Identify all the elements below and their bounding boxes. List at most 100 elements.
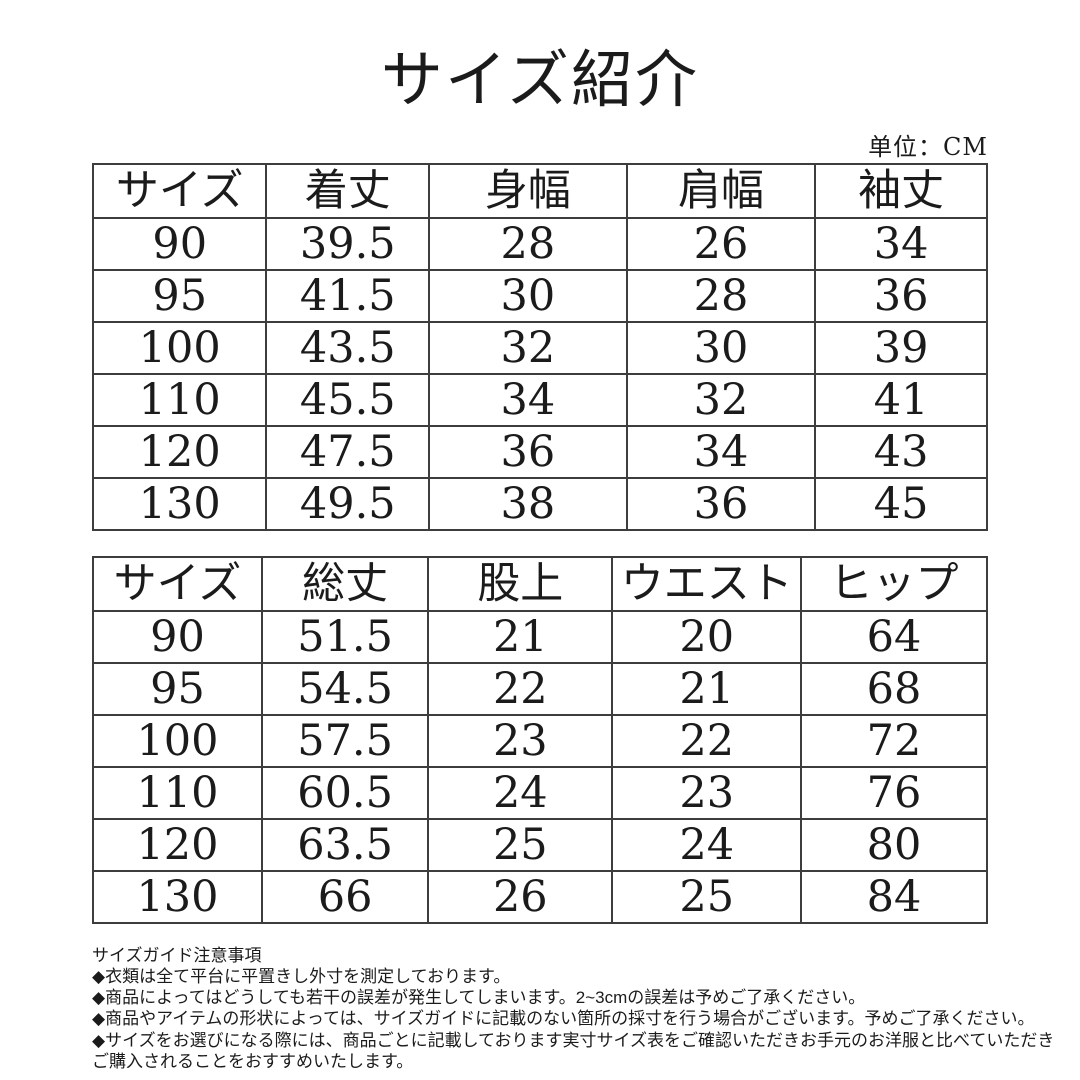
table-cell: 90 [92, 610, 263, 665]
table-cell: 80 [800, 818, 988, 873]
table-cell: 38 [428, 477, 628, 532]
table-cell: 28 [625, 269, 817, 324]
table-cell: 25 [427, 818, 614, 873]
table-cell: 45.5 [265, 373, 431, 428]
table-cell: 23 [427, 714, 614, 769]
table-cell: 34 [625, 425, 817, 480]
table-cell: 84 [800, 870, 988, 925]
table-cell: 41.5 [265, 269, 431, 324]
table-cell: 45 [814, 477, 988, 532]
table-cell: 43.5 [265, 321, 431, 376]
column-header: 肩幅 [625, 163, 817, 220]
table-cell: 32 [428, 321, 628, 376]
bottoms-size-table: サイズ 総丈 股上 ウエスト ヒップ 90 51.5 21 20 64 95 54.5 22 21 68 1… [92, 556, 988, 925]
table-cell: 36 [625, 477, 817, 532]
column-header: サイズ [91, 163, 268, 220]
column-header: サイズ [92, 556, 263, 613]
table-cell: 21 [611, 662, 803, 717]
table-row: 110 60.5 24 23 76 [92, 766, 988, 821]
table-row: 100 43.5 32 30 39 [91, 321, 988, 376]
table-row: 120 47.5 36 34 43 [91, 425, 988, 480]
table-row: 100 57.5 23 22 72 [92, 714, 988, 769]
column-header: 身幅 [428, 163, 628, 220]
bottoms-table-header: サイズ 総丈 股上 ウエスト ヒップ [92, 556, 988, 613]
table-cell: 43 [814, 425, 988, 480]
table-cell: 66 [260, 870, 430, 925]
table-cell: 24 [427, 766, 614, 821]
tops-table-body: 90 39.5 28 26 34 95 41.5 30 28 36 100 43.5 32 30 39 110… [91, 217, 988, 532]
table-cell: 36 [814, 269, 988, 324]
table-cell: 25 [611, 870, 803, 925]
table-row: 95 41.5 30 28 36 [91, 269, 988, 324]
table-cell: 20 [611, 610, 803, 665]
tops-table-header: サイズ 着丈 身幅 肩幅 袖丈 [91, 163, 988, 220]
column-header: ウエスト [611, 556, 803, 613]
table-cell: 49.5 [265, 477, 431, 532]
table-cell: 54.5 [260, 662, 430, 717]
table-cell: 63.5 [260, 818, 430, 873]
column-header: 着丈 [265, 163, 431, 220]
table-cell: 110 [92, 766, 263, 821]
table-cell: 26 [427, 870, 614, 925]
table-cell: 41 [814, 373, 988, 428]
unit-label: 单位：CM [868, 133, 988, 162]
table-cell: 23 [611, 766, 803, 821]
table-row: 90 51.5 21 20 64 [92, 610, 988, 665]
table-cell: 32 [625, 373, 817, 428]
table-row: 130 66 26 25 84 [92, 870, 988, 925]
table-gap [92, 531, 988, 556]
bottoms-table-body: 90 51.5 21 20 64 95 54.5 22 21 68 100 57.5 23 22 72 110… [92, 610, 988, 925]
table-cell: 24 [611, 818, 803, 873]
table-cell: 64 [800, 610, 988, 665]
table-cell: 95 [91, 269, 268, 324]
table-row: 120 63.5 25 24 80 [92, 818, 988, 873]
table-cell: 100 [91, 321, 268, 376]
table-row: 130 49.5 38 36 45 [91, 477, 988, 532]
table-cell: 34 [428, 373, 628, 428]
column-header: 股上 [427, 556, 614, 613]
table-cell: 30 [625, 321, 817, 376]
table-cell: 26 [625, 217, 817, 272]
table-cell: 60.5 [260, 766, 430, 821]
note-item: ◆サイズをお選びになる際には、商品ごとに記載しております実寸サイズ表をご確認いた… [92, 1030, 1055, 1071]
table-cell: 110 [91, 373, 268, 428]
table-cell: 76 [800, 766, 988, 821]
table-cell: 120 [91, 425, 268, 480]
column-header: 総丈 [260, 556, 430, 613]
content-area: 单位：CM サイズ 着丈 身幅 肩幅 袖丈 90 39.5 28 26 34 95 41.5 30 28… [91, 127, 988, 925]
table-cell: 34 [814, 217, 988, 272]
header-row: サイズ 総丈 股上 ウエスト ヒップ [92, 556, 988, 613]
header-row: サイズ 着丈 身幅 肩幅 袖丈 [91, 163, 988, 220]
table-cell: 22 [427, 662, 614, 717]
table-cell: 95 [92, 662, 263, 717]
note-item: ◆衣類は全て平台に平置きし外寸を測定しております。 [92, 967, 511, 987]
table-cell: 39 [814, 321, 988, 376]
table-cell: 68 [800, 662, 988, 717]
table-cell: 47.5 [265, 425, 431, 480]
table-cell: 90 [91, 217, 268, 272]
table-cell: 39.5 [265, 217, 431, 272]
table-cell: 57.5 [260, 714, 430, 769]
table-row: 95 54.5 22 21 68 [92, 662, 988, 717]
column-header: 袖丈 [814, 163, 988, 220]
table-cell: 51.5 [260, 610, 430, 665]
notes-list: ◆衣類は全て平台に平置きし外寸を測定しております。 ◆商品によってはどうしても若干… [92, 966, 1060, 1071]
table-row: 110 45.5 34 32 41 [91, 373, 988, 428]
tops-size-table: サイズ 着丈 身幅 肩幅 袖丈 90 39.5 28 26 34 95 41.5 30 28 36 100 4… [91, 163, 988, 532]
notes-heading: サイズガイド注意事項 [92, 946, 262, 966]
table-cell: 30 [428, 269, 628, 324]
table-cell: 120 [92, 818, 263, 873]
table-cell: 130 [92, 870, 263, 925]
table-cell: 21 [427, 610, 614, 665]
note-item: ◆商品によってはどうしても若干の誤差が発生してしまいます。2~3cmの誤差は予め… [92, 988, 866, 1008]
table-cell: 28 [428, 217, 628, 272]
table-cell: 72 [800, 714, 988, 769]
table-cell: 130 [91, 477, 268, 532]
table-cell: 22 [611, 714, 803, 769]
page-title: サイズ紹介 [380, 43, 700, 116]
note-item: ◆商品やアイテムの形状によっては、サイズガイドに記載のない箇所の採寸を行う場合が… [92, 1009, 1035, 1029]
table-cell: 36 [428, 425, 628, 480]
size-guide-notes: サイズガイド注意事項 ◆衣類は全て平台に平置きし外寸を測定しております。 ◆商品に… [92, 945, 1060, 1071]
column-header: ヒップ [800, 556, 988, 613]
